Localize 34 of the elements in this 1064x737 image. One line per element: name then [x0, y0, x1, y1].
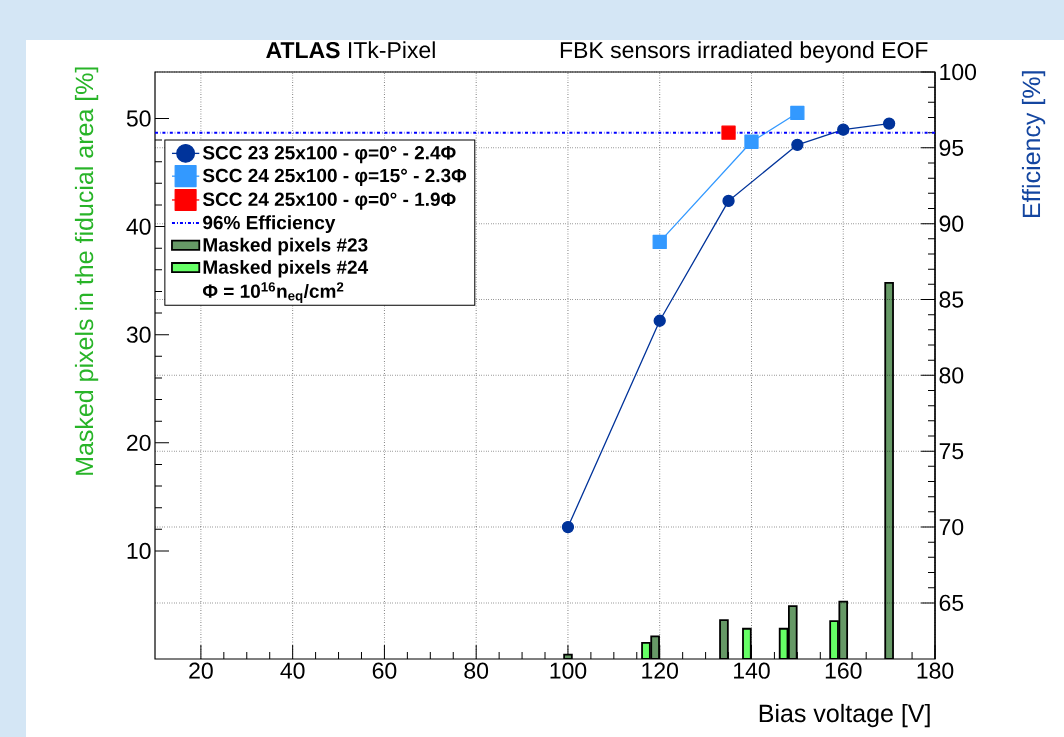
y-tick-label: 50 — [126, 110, 151, 127]
x-tick-label: 100 — [550, 662, 587, 679]
legend-label: Masked pixels #23 — [203, 237, 368, 256]
y2-tick-label: 100 — [940, 63, 977, 81]
x-tick-label: 120 — [642, 662, 679, 679]
y2-tick-label: 80 — [939, 367, 964, 384]
legend-label: Masked pixels #24 — [203, 259, 369, 278]
y2-tick-label: 65 — [939, 594, 964, 612]
y-tick-label: 40 — [126, 218, 151, 235]
x-tick-label: 180 — [917, 662, 954, 679]
x-tick-label: 60 — [372, 662, 397, 679]
chart-title: ATLAS ITk-Pixel — [266, 41, 435, 59]
legend-label: 96% Efficiency — [203, 215, 336, 234]
chart-subtitle: FBK sensors irradiated beyond EOF — [560, 41, 928, 63]
y2-tick-label: 85 — [939, 291, 964, 308]
annotation: Φ = 10$^{16}$n$_{eq}$/cm$^{2}$ — [202, 282, 344, 304]
x-tick-label: 80 — [464, 662, 489, 679]
y2-tick-label: 70 — [939, 518, 964, 536]
y2-tick-label: 90 — [939, 215, 964, 232]
y-tick-label: 30 — [126, 326, 151, 343]
x-tick-label: 160 — [825, 662, 862, 679]
y2-tick-label: 75 — [939, 443, 964, 460]
legend-label: SCC 24 25x100 - φ=15° - 2.3Φ — [202, 168, 467, 186]
y-tick-label: 10 — [127, 542, 151, 560]
legend-label: SCC 23 25x100 - φ=0° - 2.4Φ — [202, 146, 456, 164]
legend-label: SCC 24 25x100 - φ=0° - 1.9Φ — [202, 192, 456, 210]
x-tick-label: 20 — [189, 662, 213, 679]
y2-axis-title: Efficiency [%] — [1021, 71, 1046, 218]
y-tick-label: 20 — [127, 434, 151, 451]
x-tick-label: 40 — [280, 662, 305, 679]
y2-tick-label: 95 — [939, 139, 964, 156]
x-tick-label: 140 — [734, 662, 770, 679]
y-axis-title: Masked pixels in the fiducial area [%] — [74, 67, 99, 475]
x-axis-title: Bias voltage [V] — [759, 703, 930, 728]
